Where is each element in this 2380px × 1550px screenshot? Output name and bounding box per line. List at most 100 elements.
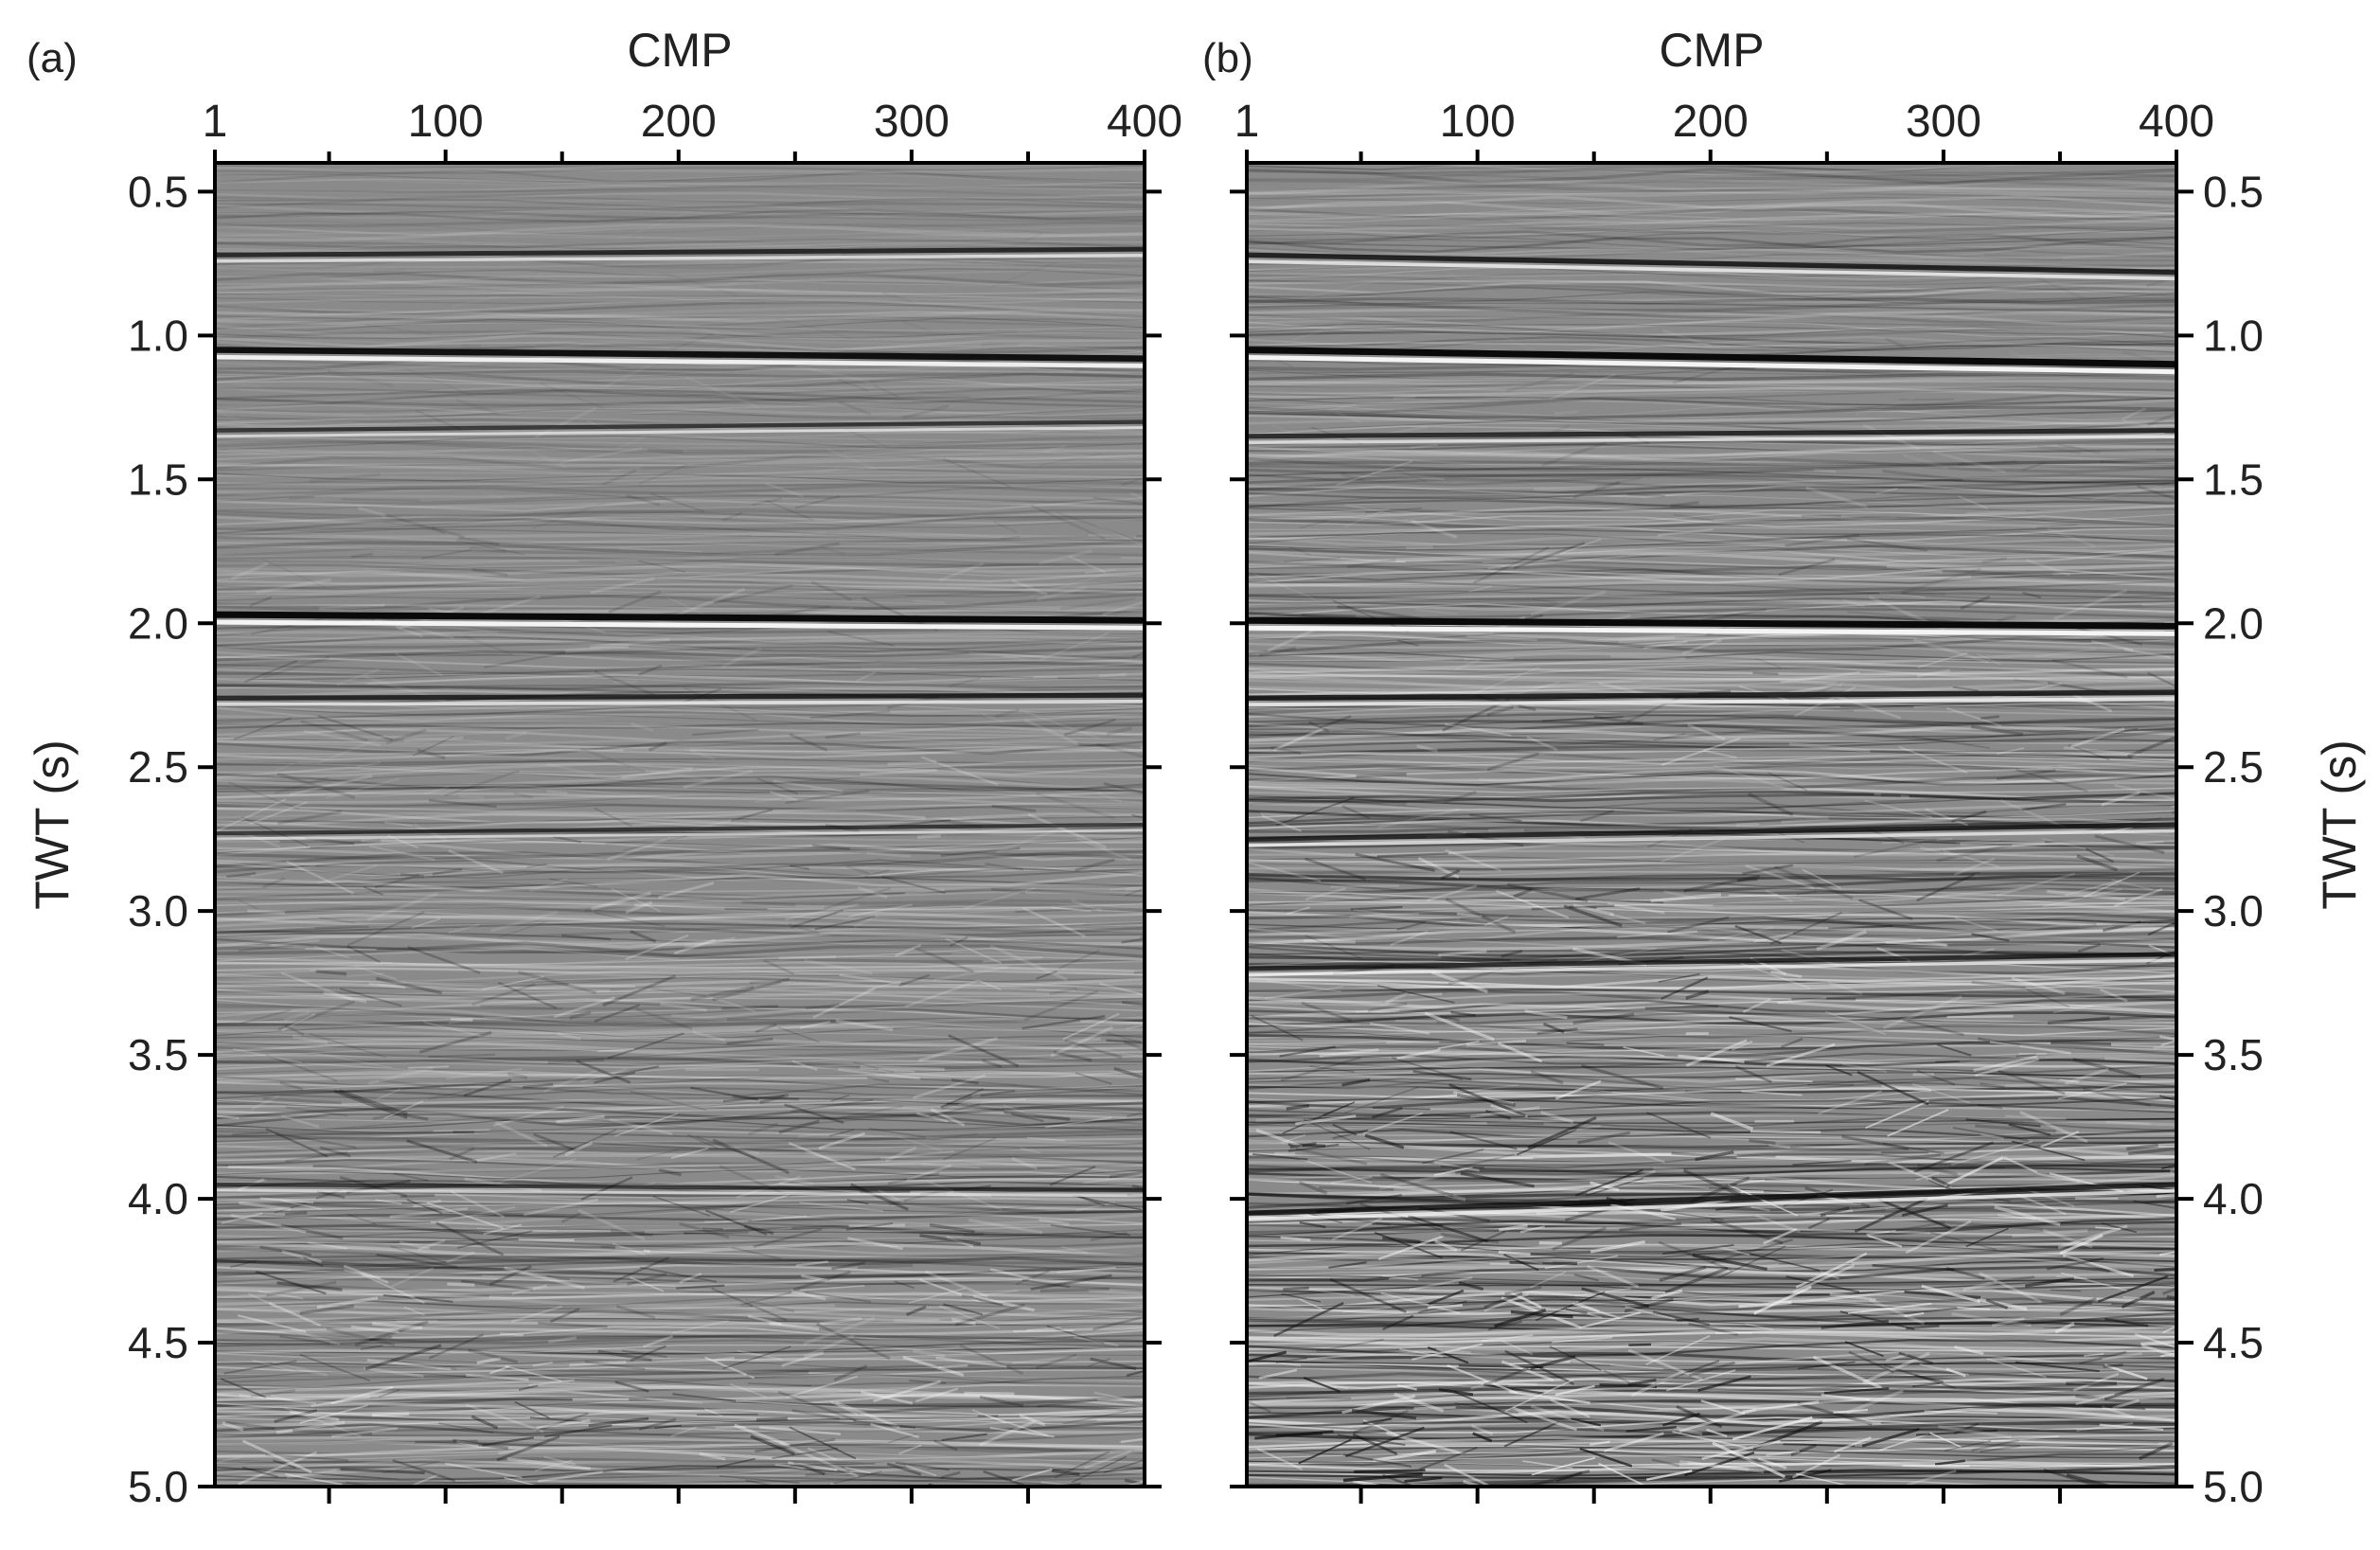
seismic-wavelet: [748, 1122, 779, 1136]
seismic-wavelet: [1945, 706, 2002, 727]
seismic-trace-line: [215, 1231, 1145, 1245]
seismic-wavelet: [929, 1223, 975, 1234]
seismic-wavelet: [729, 1146, 759, 1155]
y-tick-label: 2.0: [128, 598, 188, 648]
seismic-trace-line: [1247, 1152, 2176, 1163]
seismic-wavelet: [1781, 816, 1829, 824]
seismic-wavelet: [1299, 1298, 1323, 1310]
seismic-trace-line: [1247, 520, 2176, 536]
seismic-wavelet: [1911, 1083, 1970, 1104]
seismic-wavelet: [812, 844, 851, 850]
seismic-wavelet: [2021, 803, 2067, 811]
seismic-wavelet: [955, 1303, 1025, 1327]
seismic-wavelet: [1773, 865, 1854, 900]
seismic-wavelet: [2011, 976, 2066, 995]
seismic-trace-line: [1247, 1403, 2176, 1419]
seismic-wavelet: [672, 1320, 729, 1334]
seismic-wavelet: [311, 1396, 371, 1408]
seismic-wavelet: [375, 976, 442, 995]
seismic-wavelet: [556, 1114, 605, 1124]
seismic-wavelet: [1058, 949, 1101, 970]
seismic-wavelet: [894, 1318, 940, 1323]
seismic-wavelet: [1374, 1231, 1443, 1259]
seismic-wavelet: [749, 821, 819, 827]
seismic-wavelet: [256, 1271, 327, 1295]
seismic-wavelet: [504, 1266, 585, 1290]
seismic-wavelet: [543, 1455, 576, 1466]
seismic-wavelet: [741, 900, 796, 907]
seismic-wavelet: [1256, 1447, 1303, 1470]
seismic-wavelet: [838, 400, 872, 416]
seismic-wavelet: [413, 1199, 442, 1208]
seismic-trace-line: [215, 1435, 1145, 1448]
seismic-trace-line: [1247, 677, 2176, 689]
seismic-wavelet: [1651, 1458, 1679, 1468]
seismic-wavelet: [630, 930, 657, 943]
seismic-trace-line: [215, 1096, 1145, 1112]
seismic-trace-line: [215, 337, 1145, 346]
x-tick-label: 100: [408, 97, 484, 147]
seismic-trace-line: [215, 330, 1145, 340]
seismic-wavelet: [1328, 1261, 1367, 1269]
seismic-wavelet: [280, 1199, 322, 1210]
seismic-wavelet: [354, 1320, 429, 1346]
seismic-wavelet: [2105, 1317, 2149, 1327]
seismic-trace-line: [215, 1017, 1145, 1027]
seismic-wavelet: [2104, 1378, 2165, 1401]
seismic-wavelet: [1522, 1460, 1573, 1470]
seismic-trace-line: [1247, 1365, 2176, 1374]
seismic-wavelet: [2059, 1296, 2097, 1316]
seismic-wavelet: [1382, 1236, 1421, 1244]
seismic-trace-line: [215, 1479, 1145, 1487]
seismic-wavelet: [1109, 1170, 1145, 1179]
seismic-wavelet: [1316, 1338, 1384, 1353]
seismic-wavelet: [1456, 912, 1483, 918]
seismic-wavelet: [825, 732, 861, 739]
seismic-wavelet: [1695, 1150, 1734, 1162]
seismic-wavelet: [623, 747, 690, 752]
seismic-trace-line: [1247, 511, 2176, 527]
seismic-wavelet: [904, 979, 979, 1008]
seismic-trace-line: [1247, 1071, 2176, 1080]
seismic-trace-line: [1247, 600, 2176, 618]
seismic-trace-line: [1247, 791, 2176, 803]
seismic-wavelet: [2111, 879, 2153, 891]
reflector-bright: [1247, 355, 2176, 375]
seismic-wavelet: [1609, 913, 1646, 925]
seismic-trace-line: [1247, 977, 2176, 993]
seismic-wavelet: [625, 900, 653, 915]
seismic-wavelet: [1483, 1366, 1530, 1387]
seismic-trace-line: [215, 1197, 1145, 1204]
seismic-wavelet: [1755, 366, 1825, 371]
seismic-trace-line: [215, 1402, 1145, 1422]
seismic-trace-line: [1247, 924, 2176, 941]
seismic-wavelet: [476, 1357, 502, 1364]
seismic-wavelet: [1413, 1406, 1456, 1410]
seismic-wavelet: [1900, 567, 1982, 595]
seismic-trace-line: [215, 649, 1145, 664]
seismic-wavelet: [690, 1086, 759, 1101]
seismic-wavelet: [1283, 557, 1341, 562]
seismic-trace-line: [215, 1456, 1145, 1467]
seismic-wavelet: [1768, 1143, 1791, 1149]
seismic-trace-line: [215, 508, 1145, 522]
seismic-trace-line: [1247, 473, 2176, 491]
seismic-trace-line: [1247, 1043, 2176, 1054]
seismic-wavelet: [2053, 588, 2128, 621]
seismic-wavelet: [1252, 572, 1316, 600]
seismic-wavelet: [789, 1426, 857, 1460]
seismic-trace-line: [1247, 1056, 2176, 1067]
seismic-wavelet: [1962, 947, 1995, 958]
seismic-wavelet: [1301, 279, 1380, 300]
seismic-trace-line: [1247, 290, 2176, 301]
seismic-trace-line: [1247, 335, 2176, 353]
seismic-wavelet: [963, 887, 1036, 910]
seismic-trace-line: [215, 1030, 1145, 1044]
seismic-trace-line: [215, 295, 1145, 305]
seismic-trace-line: [1247, 1163, 2176, 1173]
seismic-trace-line: [215, 1124, 1145, 1135]
seismic-wavelet: [386, 513, 446, 535]
seismic-trace-line: [1247, 420, 2176, 433]
seismic-wavelet: [981, 343, 1020, 347]
seismic-wavelet: [1531, 1456, 1596, 1476]
